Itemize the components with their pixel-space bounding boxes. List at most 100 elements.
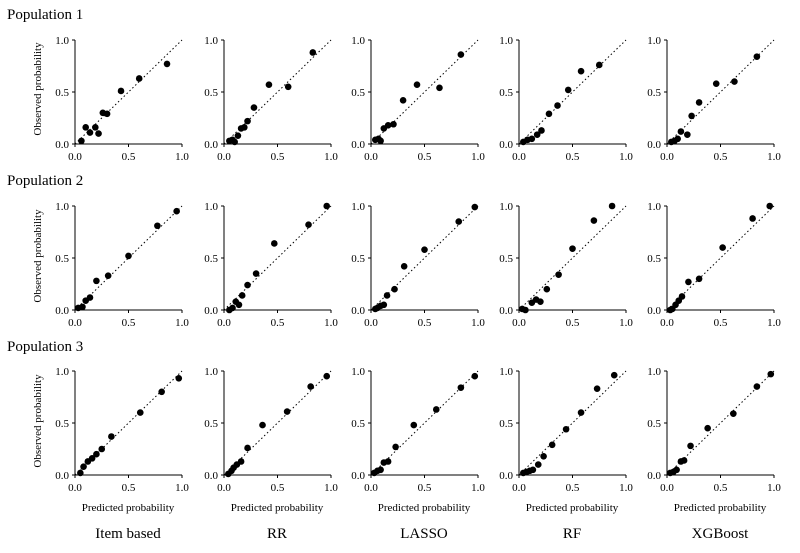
- data-point-r3-c1: [108, 433, 115, 440]
- data-point-r2-c4: [608, 202, 616, 210]
- data-point-r3-c2: [244, 444, 251, 452]
- data-point-r3-c5: [753, 383, 761, 390]
- data-point-r3-c2: [323, 372, 331, 380]
- data-point-r3-c3: [384, 458, 392, 465]
- y-tick-label-r3-c5: 0.0: [647, 470, 661, 482]
- x-tick-label-r1-c3: 1.0: [471, 151, 485, 163]
- data-point-r3-c4: [540, 452, 547, 460]
- reference-line-r1-c4: [518, 39, 627, 145]
- y-tick-label-r2-c3: 0.0: [351, 305, 365, 317]
- data-point-r1-c5: [684, 131, 691, 138]
- data-point-r3-c1: [93, 450, 100, 458]
- x-tick-label-r2-c3: 1.0: [471, 317, 485, 329]
- x-tick-label-r2-c4: 1.0: [619, 317, 633, 329]
- x-tick-label-r1-c2: 0.0: [217, 151, 231, 163]
- y-tick-label-r3-c3: 1.0: [351, 366, 365, 378]
- data-point-r3-c5: [767, 370, 775, 378]
- data-point-r2-c2: [235, 301, 243, 309]
- x-tick-label-r3-c2: 0.0: [217, 482, 231, 494]
- data-point-r1-c2: [265, 81, 273, 89]
- data-point-r3-c1: [158, 388, 165, 396]
- x-tick-label-r2-c3: 0.0: [364, 317, 378, 329]
- x-tick-label-r3-c5: 1.0: [767, 482, 781, 494]
- data-point-r2-c3: [380, 301, 388, 309]
- data-point-r1-c4: [595, 61, 603, 69]
- data-point-r2-c5: [766, 202, 774, 210]
- data-point-r2-c1: [93, 277, 100, 285]
- data-point-r3-c3: [410, 421, 418, 429]
- x-tick-label-r2-c3: 0.5: [418, 317, 432, 329]
- x-tick-label-r3-c2: 0.5: [271, 482, 285, 494]
- data-point-r2-c4: [555, 271, 562, 278]
- row-title-population-2: Population 2: [7, 173, 84, 189]
- x-tick-label-r1-c1: 0.0: [68, 151, 82, 163]
- x-tick-label-r1-c4: 1.0: [619, 151, 633, 163]
- y-tick-label-r1-c4: 0.5: [499, 87, 513, 99]
- data-point-r3-c5: [673, 466, 680, 474]
- data-point-r2-c1: [125, 252, 132, 260]
- data-point-r3-c1: [175, 374, 183, 382]
- y-tick-label-r2-c1: 0.5: [55, 253, 69, 265]
- x-axis-label-col-5: Predicted probability: [673, 502, 767, 514]
- data-point-r2-c1: [79, 303, 86, 311]
- data-point-r1-c5: [674, 135, 681, 143]
- data-point-r1-c2: [234, 132, 242, 139]
- y-tick-label-r1-c3: 0.5: [351, 87, 365, 99]
- x-tick-label-r3-c4: 0.5: [566, 482, 580, 494]
- y-tick-label-r3-c1: 0.5: [55, 418, 69, 430]
- x-axis-label-col-1: Predicted probability: [81, 502, 175, 514]
- data-point-r2-c5: [695, 275, 703, 283]
- x-tick-label-r1-c2: 0.5: [271, 151, 285, 163]
- data-point-r3-c4: [577, 409, 585, 416]
- data-point-r2-c3: [455, 218, 463, 225]
- data-point-r2-c4: [537, 298, 544, 305]
- data-point-r1-c3: [390, 120, 397, 128]
- x-axis-label-col-4: Predicted probability: [525, 502, 619, 514]
- data-point-r1-c1: [92, 124, 99, 131]
- data-point-r2-c5: [678, 293, 686, 300]
- data-point-r1-c4: [538, 127, 545, 134]
- x-tick-label-r2-c5: 0.0: [660, 317, 674, 329]
- x-tick-label-r2-c1: 0.5: [122, 317, 136, 329]
- data-point-r2-c2: [244, 281, 251, 289]
- data-point-r1-c2: [244, 117, 251, 125]
- y-tick-label-r1-c1: 0.5: [55, 87, 69, 99]
- data-point-r2-c3: [391, 285, 398, 293]
- data-point-r3-c4: [593, 385, 601, 392]
- y-tick-label-r3-c2: 0.5: [204, 418, 218, 430]
- data-point-r1-c4: [533, 131, 541, 138]
- data-point-r3-c4: [562, 425, 570, 433]
- data-point-r2-c2: [229, 304, 236, 312]
- x-tick-label-r3-c1: 0.5: [122, 482, 136, 494]
- data-point-r3-c1: [136, 409, 144, 416]
- column-title-xgboost: XGBoost: [691, 526, 749, 542]
- y-tick-label-r3-c4: 1.0: [499, 366, 513, 378]
- x-axis-label-col-3: Predicted probability: [377, 502, 471, 514]
- y-tick-label-r1-c1: 1.0: [55, 35, 69, 47]
- y-tick-label-r3-c4: 0.0: [499, 470, 513, 482]
- x-tick-label-r2-c2: 1.0: [324, 317, 338, 329]
- data-point-r2-c1: [173, 207, 180, 215]
- data-point-r1-c2: [231, 138, 238, 146]
- data-point-r3-c3: [457, 384, 465, 391]
- x-tick-label-r1-c2: 1.0: [324, 151, 338, 163]
- x-tick-label-r1-c5: 0.5: [714, 151, 728, 163]
- data-point-r3-c5: [730, 410, 737, 417]
- y-tick-label-r2-c4: 0.0: [499, 305, 513, 317]
- y-tick-label-r1-c3: 1.0: [351, 35, 365, 47]
- y-tick-label-r1-c5: 0.0: [647, 139, 661, 151]
- data-point-r1-c3: [377, 137, 384, 145]
- column-title-rr: RR: [266, 526, 287, 542]
- y-tick-label-r2-c4: 1.0: [499, 201, 513, 213]
- y-tick-label-r3-c3: 0.0: [351, 470, 365, 482]
- data-point-r1-c1: [95, 130, 102, 137]
- data-point-r2-c2: [323, 202, 331, 210]
- data-point-r2-c2: [270, 240, 278, 247]
- data-point-r2-c3: [471, 203, 479, 211]
- data-point-r3-c4: [534, 461, 542, 468]
- y-tick-label-r1-c2: 0.0: [204, 139, 218, 151]
- y-tick-label-r3-c5: 0.5: [647, 418, 661, 430]
- data-point-r1-c3: [384, 121, 392, 129]
